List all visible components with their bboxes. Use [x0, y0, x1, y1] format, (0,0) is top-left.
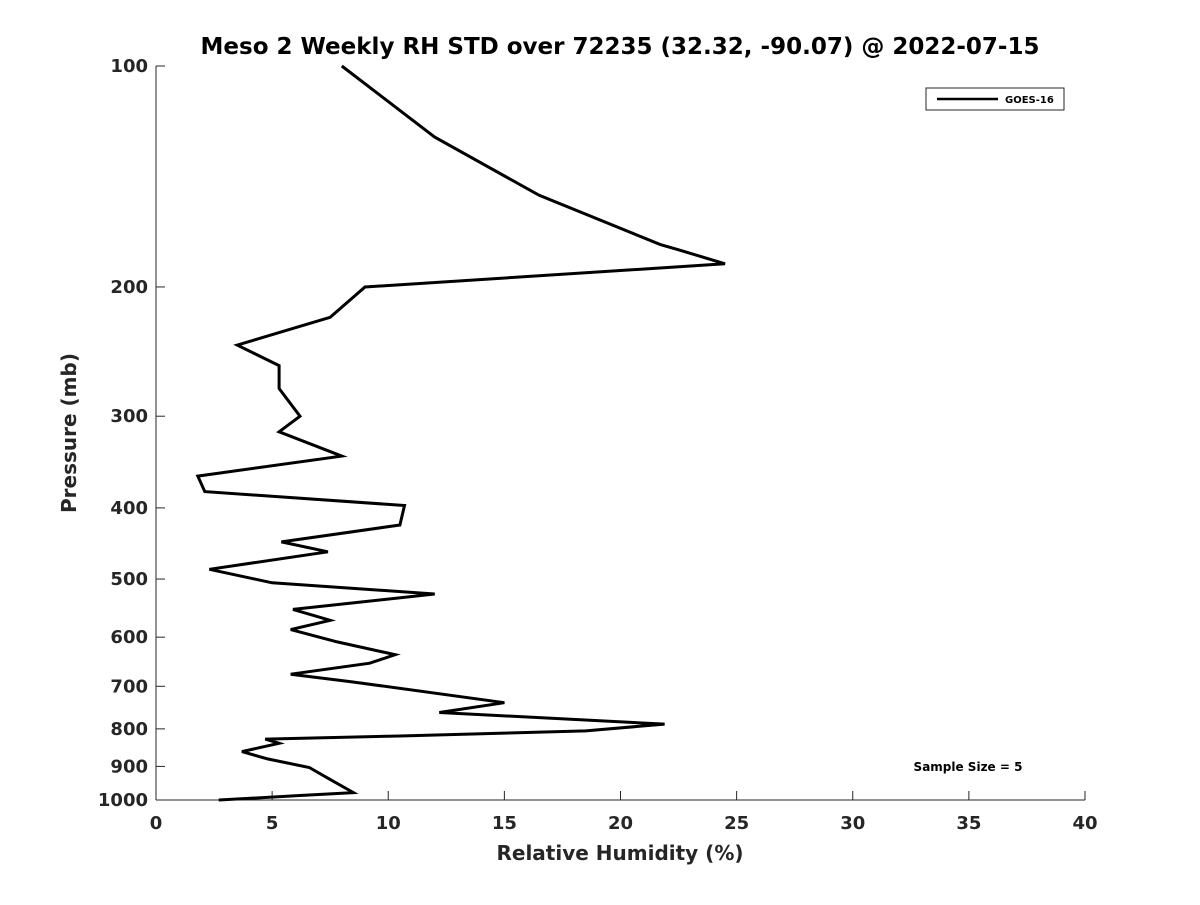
y-ticks: 100 200 300 400 500 600 700 800 900 1000 — [98, 56, 165, 811]
y-tick-label: 500 — [110, 569, 148, 590]
x-tick-label: 20 — [608, 813, 633, 834]
legend-label-goes16: GOES-16 — [1005, 95, 1054, 106]
x-tick-label: 15 — [492, 813, 517, 834]
y-tick-label: 700 — [110, 676, 148, 697]
y-tick-label: 400 — [110, 498, 148, 519]
series-line-goes16 — [195, 64, 726, 802]
y-tick-label: 1000 — [98, 790, 148, 811]
y-tick-label: 600 — [110, 627, 148, 648]
x-tick-label: 25 — [724, 813, 749, 834]
y-tick-label: 100 — [110, 56, 148, 77]
y-tick-label: 800 — [110, 719, 148, 740]
chart-title: Meso 2 Weekly RH STD over 72235 (32.32, … — [201, 34, 1040, 60]
x-tick-label: 35 — [956, 813, 981, 834]
y-axis-label: Pressure (mb) — [57, 353, 81, 513]
x-tick-label: 0 — [150, 813, 163, 834]
x-axis-label: Relative Humidity (%) — [496, 841, 743, 865]
x-tick-label: 10 — [376, 813, 401, 834]
x-tick-label: 5 — [266, 813, 279, 834]
y-tick-label: 300 — [110, 406, 148, 427]
x-tick-label: 40 — [1072, 813, 1097, 834]
series-group — [195, 64, 726, 802]
x-tick-label: 30 — [840, 813, 865, 834]
sample-size-annotation: Sample Size = 5 — [914, 760, 1023, 774]
x-ticks: 0 5 10 15 20 25 30 35 40 — [150, 791, 1098, 834]
y-tick-label: 900 — [110, 756, 148, 777]
legend: GOES-16 — [925, 87, 1065, 111]
y-tick-label: 200 — [110, 277, 148, 298]
